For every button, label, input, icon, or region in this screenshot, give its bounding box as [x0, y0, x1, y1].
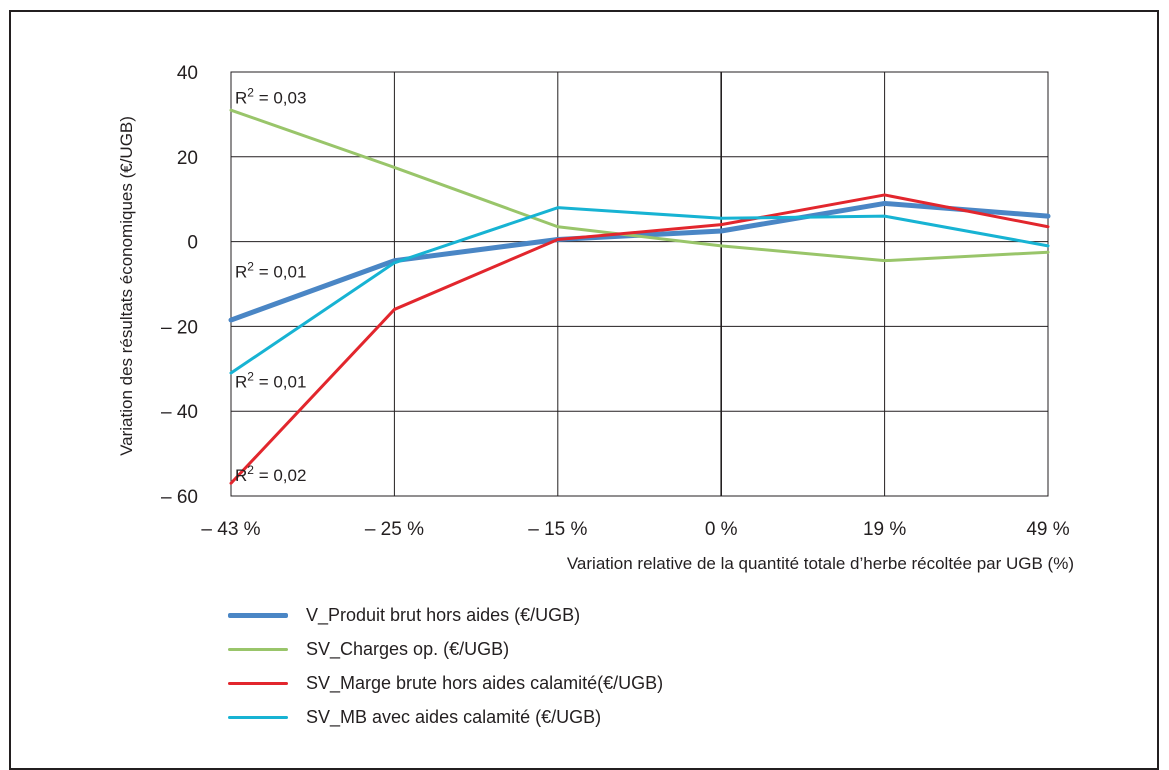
series-line-3 [229, 193, 1050, 485]
r-squared-label: R2 = 0,01 [235, 370, 306, 392]
legend-label: SV_Marge brute hors aides calamité(€/UGB… [306, 672, 664, 693]
y-tick-label: 20 [177, 148, 198, 169]
r-squared-label: R2 = 0,03 [235, 85, 306, 107]
y-tick-label: – 40 [161, 402, 198, 423]
tick-labels: 40 20 0 – 20 – 40 – 60– 43 % – 25 % – 15 % 0 % 19… [161, 63, 1070, 540]
series-line-2 [229, 108, 1050, 263]
x-tick-label: 19 % [863, 519, 906, 540]
legend-swatch [228, 647, 288, 651]
plot-border [230, 71, 1049, 497]
legend-item-charges-op: SV_Charges op. (€/UGB) [228, 632, 663, 666]
annotations: R2 = 0,03 R2 = 0,01 R2 = 0,01 R2 = 0,02 [235, 85, 306, 484]
series-lines [228, 108, 1051, 485]
x-tick-label: – 25 % [365, 519, 424, 540]
x-axis-label: Variation relative de la quantité totale… [567, 554, 1074, 573]
x-tick-label: 0 % [705, 519, 738, 540]
grid [230, 71, 1049, 497]
x-tick-label: – 15 % [528, 519, 587, 540]
legend-label: V_Produit brut hors aides (€/UGB) [306, 604, 581, 625]
y-tick-label: 0 [187, 233, 198, 254]
r-squared-label: R2 = 0,02 [235, 463, 306, 485]
x-tick-label: – 43 % [201, 519, 260, 540]
legend-item-marge-brute: SV_Marge brute hors aides calamité(€/UGB… [228, 666, 663, 700]
legend-item-mb-aides: SV_MB avec aides calamité (€/UGB) [228, 700, 663, 734]
legend-item-produit-brut: V_Produit brut hors aides (€/UGB) [228, 598, 663, 632]
x-tick-label: 49 % [1026, 519, 1069, 540]
legend-swatch [228, 612, 288, 618]
series-line-4 [229, 206, 1050, 375]
y-tick-label: 40 [177, 63, 198, 84]
y-tick-label: – 60 [161, 487, 198, 508]
chart-frame [9, 10, 1159, 770]
legend: V_Produit brut hors aides (€/UGB) SV_Cha… [228, 598, 663, 734]
r-squared-label: R2 = 0,01 [235, 259, 306, 281]
legend-label: SV_Charges op. (€/UGB) [306, 638, 510, 659]
y-tick-label: – 20 [161, 317, 198, 338]
legend-label: SV_MB avec aides calamité (€/UGB) [306, 706, 602, 727]
series-line-1 [228, 200, 1051, 323]
legend-swatch [228, 715, 288, 719]
y-axis-label: Variation des résultats économiques (€/U… [117, 116, 136, 456]
legend-swatch [228, 681, 288, 685]
